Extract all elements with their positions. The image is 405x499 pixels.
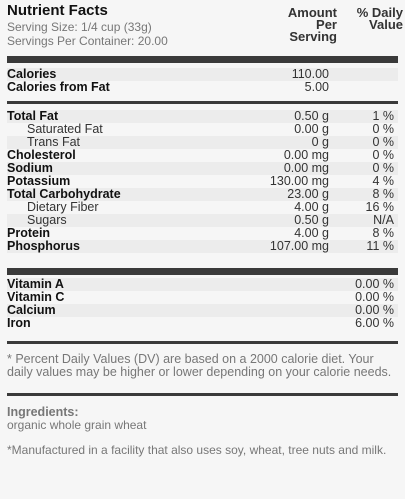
nutrient-row: Dietary Fiber 4.00 g 16 % xyxy=(7,201,398,214)
nutrient-amount: 4.00 g xyxy=(294,200,329,214)
nutrient-amount: 0.00 mg xyxy=(283,161,329,175)
dv-header-line1: % Daily xyxy=(356,5,403,20)
nutrient-dv: 0 % xyxy=(372,161,394,175)
nutrient-amount: 130.00 mg xyxy=(269,174,329,188)
nutrient-amount: 0 g xyxy=(311,135,329,149)
vitamin-dv: 6.00 % xyxy=(355,316,394,330)
nutrient-dv: 8 % xyxy=(372,226,394,240)
vitamin-dv: 0.00 % xyxy=(355,303,394,317)
nutrient-amount: 0.00 g xyxy=(294,122,329,136)
vitamins-section: Vitamin A 0.00 % Vitamin C 0.00 % Calciu… xyxy=(7,278,398,330)
vitamin-row: Iron 6.00 % xyxy=(7,317,398,330)
nutrient-name: Potassium xyxy=(7,174,71,188)
nutrient-dv: 0 % xyxy=(372,148,394,162)
nutrient-name: Dietary Fiber xyxy=(27,200,99,214)
nutrient-name: Sugars xyxy=(27,213,67,227)
nutrient-row: Trans Fat 0 g 0 % xyxy=(7,136,398,149)
panel-title: Nutrient Facts xyxy=(7,2,108,19)
amount-header-line2: Per xyxy=(316,17,337,32)
ingredients-text: organic whole grain wheat xyxy=(7,418,147,432)
nutrient-amount: 0.50 g xyxy=(294,109,329,123)
nutrient-amount: 4.00 g xyxy=(294,226,329,240)
nutrient-row: Calories 110.00 xyxy=(7,68,398,81)
nutrient-name: Total Carbohydrate xyxy=(7,187,121,201)
nutrient-row: Calories from Fat 5.00 xyxy=(7,81,398,94)
nutrient-row: Saturated Fat 0.00 g 0 % xyxy=(7,123,398,136)
vitamin-row: Vitamin A 0.00 % xyxy=(7,278,398,291)
nutrient-name: Protein xyxy=(7,226,51,240)
manufacturing-note: *Manufactured in a facility that also us… xyxy=(7,443,387,457)
nutrient-dv: 1 % xyxy=(372,109,394,123)
nutrient-name: Phosphorus xyxy=(7,239,80,253)
section-divider xyxy=(7,341,398,344)
daily-value-header: % Daily Value xyxy=(343,5,403,32)
nutrient-dv: 16 % xyxy=(365,200,395,214)
thick-divider xyxy=(7,56,398,63)
nutrient-amount: 23.00 g xyxy=(287,187,329,201)
nutrient-row: Sugars 0.50 g N/A xyxy=(7,214,398,227)
nutrient-dv: N/A xyxy=(373,213,394,227)
nutrients-section: Total Fat 0.50 g 1 % Saturated Fat 0.00 … xyxy=(7,110,398,253)
amount-header-line1: Amount xyxy=(287,5,337,20)
section-divider xyxy=(7,393,398,396)
nutrient-name: Saturated Fat xyxy=(27,122,103,136)
daily-value-footnote: * Percent Daily Values (DV) are based on… xyxy=(7,352,392,379)
thick-divider xyxy=(7,268,398,275)
calories-section: Calories 110.00 Calories from Fat 5.00 xyxy=(7,68,398,94)
vitamin-dv: 0.00 % xyxy=(355,290,394,304)
nutrient-dv: 0 % xyxy=(372,135,394,149)
nutrient-dv: 0 % xyxy=(372,122,394,136)
amount-header-line3: Serving xyxy=(289,29,337,44)
serving-size: Serving Size: 1/4 cup (33g) xyxy=(7,20,152,34)
section-divider xyxy=(7,101,398,104)
servings-per-container: Servings Per Container: 20.00 xyxy=(7,34,168,48)
vitamin-name: Iron xyxy=(7,316,31,330)
nutrient-amount: 0.50 g xyxy=(294,213,329,227)
vitamin-name: Calcium xyxy=(7,303,56,317)
nutrient-row: Sodium 0.00 mg 0 % xyxy=(7,162,398,175)
nutrient-row: Cholesterol 0.00 mg 0 % xyxy=(7,149,398,162)
nutrient-name: Trans Fat xyxy=(27,135,81,149)
nutrient-amount: 110.00 xyxy=(291,67,329,81)
nutrition-header: Nutrient Facts Serving Size: 1/4 cup (33… xyxy=(7,0,403,52)
vitamin-name: Vitamin C xyxy=(7,290,65,304)
nutrient-dv: 11 % xyxy=(366,239,394,253)
ingredients-label: Ingredients: xyxy=(7,405,79,419)
amount-per-serving-header: Amount Per Serving xyxy=(269,5,337,44)
nutrient-row: Phosphorus 107.00 mg 11 % xyxy=(7,240,398,253)
nutrient-name: Calories from Fat xyxy=(7,80,110,94)
vitamin-row: Vitamin C 0.00 % xyxy=(7,291,398,304)
nutrient-dv: 4 % xyxy=(372,174,394,188)
nutrient-row: Total Fat 0.50 g 1 % xyxy=(7,110,398,123)
nutrient-dv: 8 % xyxy=(372,187,394,201)
nutrient-name: Calories xyxy=(7,67,57,81)
nutrient-amount: 107.00 mg xyxy=(269,239,329,253)
nutrient-amount: 0.00 mg xyxy=(283,148,329,162)
nutrient-row: Total Carbohydrate 23.00 g 8 % xyxy=(7,188,398,201)
vitamin-row: Calcium 0.00 % xyxy=(7,304,398,317)
nutrient-row: Protein 4.00 g 8 % xyxy=(7,227,398,240)
nutrient-amount: 5.00 xyxy=(304,80,329,94)
nutrient-name: Sodium xyxy=(7,161,53,175)
nutrient-name: Cholesterol xyxy=(7,148,76,162)
vitamin-dv: 0.00 % xyxy=(355,277,394,291)
vitamin-name: Vitamin A xyxy=(7,277,64,291)
dv-header-line2: Value xyxy=(369,17,403,32)
nutrient-row: Potassium 130.00 mg 4 % xyxy=(7,175,398,188)
nutrient-name: Total Fat xyxy=(7,109,59,123)
